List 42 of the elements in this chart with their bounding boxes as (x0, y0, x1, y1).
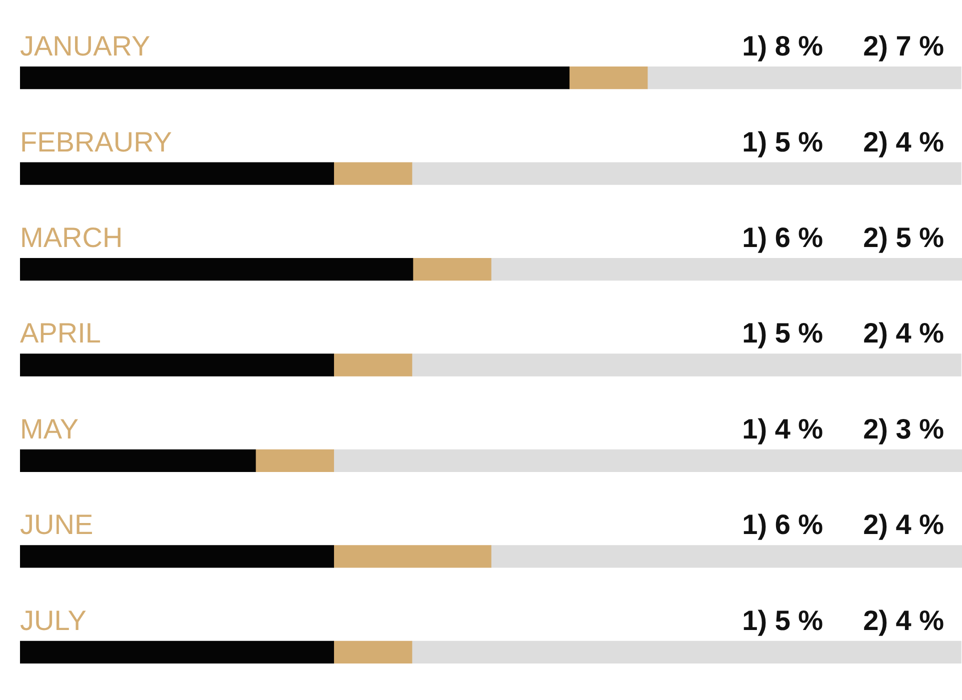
bar (20, 640, 334, 664)
annotation: 2) 3 % (863, 413, 944, 444)
bar (412, 162, 962, 185)
bar (333, 545, 492, 568)
annotation: 1) 5 % (742, 604, 824, 636)
y-tick-label: APRIL (20, 318, 101, 349)
annotation: 2) 7 % (863, 30, 944, 62)
bar (333, 162, 412, 185)
annotation: 2) 4 % (863, 126, 944, 158)
bar (568, 66, 648, 90)
bar (20, 258, 414, 281)
bar (255, 449, 334, 472)
bar (412, 258, 492, 281)
bar (20, 66, 570, 90)
bar (333, 354, 412, 376)
y-tick-label: JUNE (20, 509, 94, 540)
bar (333, 449, 962, 472)
annotation: 2) 5 % (863, 222, 944, 254)
annotation: 2) 4 % (863, 509, 944, 540)
y-tick-label: FEBRAURY (20, 126, 172, 158)
y-tick-label: MAY (20, 413, 79, 444)
bar (490, 258, 962, 281)
bar (20, 354, 334, 376)
bar (333, 640, 412, 664)
bar (20, 545, 334, 568)
bar (20, 162, 334, 185)
bar (647, 66, 962, 90)
annotation: 2) 4 % (863, 604, 944, 636)
bar (490, 545, 962, 568)
bar (412, 640, 962, 664)
annotation: 1) 6 % (742, 509, 824, 540)
annotation: 1) 5 % (742, 318, 824, 349)
bar (412, 354, 962, 376)
y-tick-label: JANUARY (20, 30, 151, 62)
annotation: 1) 5 % (742, 126, 824, 158)
y-tick-label: JULY (20, 604, 87, 636)
annotation: 1) 6 % (742, 222, 824, 254)
annotation: 1) 8 % (742, 30, 824, 62)
annotation: 1) 4 % (742, 413, 824, 444)
y-tick-label: MARCH (20, 222, 123, 254)
annotation: 2) 4 % (863, 318, 944, 349)
bar (20, 449, 256, 472)
